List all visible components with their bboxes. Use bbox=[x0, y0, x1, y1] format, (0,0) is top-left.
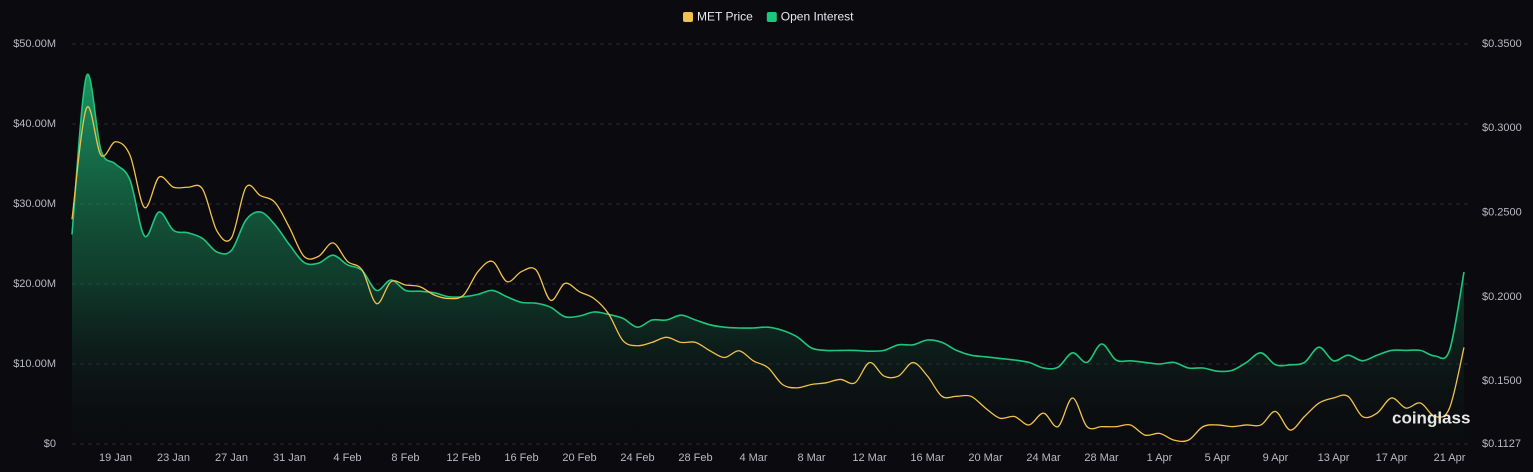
labels: $0 $10.00M $20.00M $30.00M $40.00M $50.00M $0.… bbox=[13, 10, 1522, 464]
x-tick-label: 1 Apr bbox=[1147, 452, 1173, 464]
y-tick-label: $10.00M bbox=[13, 358, 56, 370]
y2-tick-label: $0.2500 bbox=[1482, 206, 1522, 218]
watermark: coinglass bbox=[1392, 408, 1470, 427]
area bbox=[72, 74, 1464, 444]
legend-label: Open Interest bbox=[781, 10, 854, 24]
y-tick-label: $40.00M bbox=[13, 118, 56, 130]
legend-swatch bbox=[683, 12, 693, 22]
x-tick-label: 23 Jan bbox=[157, 452, 190, 464]
plot bbox=[71, 73, 1465, 444]
x-tick-label: 21 Apr bbox=[1434, 452, 1466, 464]
y2-tick-label: $0.1500 bbox=[1482, 375, 1522, 387]
x-tick-label: 27 Jan bbox=[215, 452, 248, 464]
y2-tick-label: $0.3000 bbox=[1482, 122, 1522, 134]
x-tick-label: 13 Apr bbox=[1318, 452, 1350, 464]
x-tick-label: 28 Mar bbox=[1084, 452, 1119, 464]
legend-swatch bbox=[766, 12, 777, 22]
x-tick-label: 24 Feb bbox=[620, 452, 654, 464]
x-tick-label: 12 Feb bbox=[446, 452, 480, 464]
x-tick-label: 9 Apr bbox=[1263, 452, 1289, 464]
line bbox=[71, 73, 1465, 373]
y-tick-label: $50.00M bbox=[13, 38, 56, 50]
x-tick-label: 31 Jan bbox=[273, 452, 306, 464]
legend-label: MET Price bbox=[697, 10, 753, 24]
x-tick-label: 24 Mar bbox=[1026, 452, 1061, 464]
x-tick-label: 4 Mar bbox=[739, 452, 767, 464]
x-tick-label: 4 Feb bbox=[333, 452, 361, 464]
y2-tick-label: $0.3500 bbox=[1482, 38, 1522, 50]
y-tick-label: $30.00M bbox=[13, 198, 56, 210]
x-tick-label: 28 Feb bbox=[678, 452, 712, 464]
x-tick-label: 16 Mar bbox=[910, 452, 945, 464]
x-tick-label: 8 Mar bbox=[797, 452, 825, 464]
x-tick-label: 8 Feb bbox=[391, 452, 419, 464]
y2-tick-label: $0.2000 bbox=[1482, 291, 1522, 303]
line bbox=[71, 106, 1465, 443]
x-tick-label: 20 Mar bbox=[968, 452, 1003, 464]
x-tick-label: 12 Mar bbox=[852, 452, 887, 464]
x-tick-label: 19 Jan bbox=[99, 452, 132, 464]
y2-tick-label: $0.1127 bbox=[1482, 438, 1521, 450]
x-tick-label: 5 Apr bbox=[1205, 452, 1231, 464]
x-tick-label: 17 Apr bbox=[1376, 452, 1408, 464]
y-tick-label: $0 bbox=[44, 438, 56, 450]
x-tick-label: 20 Feb bbox=[562, 452, 596, 464]
x-tick-label: 16 Feb bbox=[504, 452, 538, 464]
y-tick-label: $20.00M bbox=[13, 278, 56, 290]
